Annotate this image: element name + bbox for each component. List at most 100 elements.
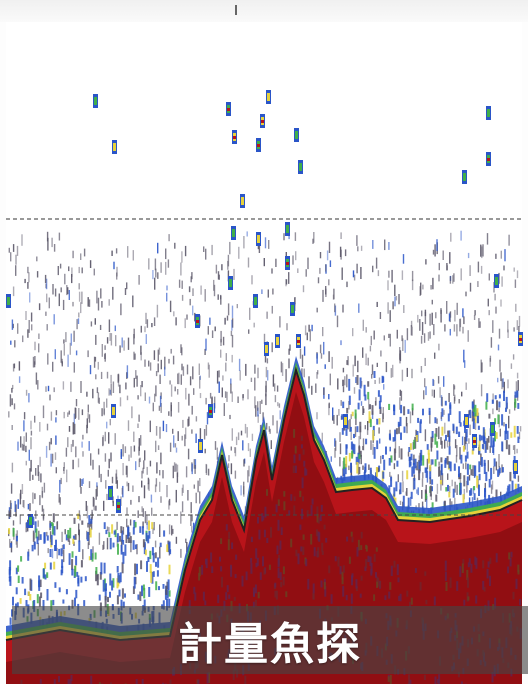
noise-speck [243,236,245,249]
noise-speck [110,374,112,384]
noise-speck [186,364,189,375]
noise-speck [109,419,111,426]
noise-speck [323,388,325,395]
noise-speck [436,483,439,494]
noise-speck [18,376,21,383]
noise-speck [32,530,35,542]
noise-speck [398,446,400,458]
noise-speck [459,478,462,485]
noise-speck [144,359,146,367]
scatter-echo [108,532,111,538]
noise-speck [147,482,149,490]
noise-speck [452,275,454,284]
noise-speck [429,331,431,339]
scatter-echo [72,535,75,540]
scatter-echo [496,400,498,411]
noise-speck [449,312,451,323]
scatter-echo [388,485,391,493]
noise-speck [123,340,125,351]
scatter-echo [395,481,398,492]
noise-speck [137,423,139,428]
noise-speck [366,430,369,435]
noise-speck [158,347,161,355]
noise-speck [126,465,128,478]
scatter-echo [422,455,425,466]
scatter-echo [420,455,422,466]
noise-speck [467,252,470,259]
noise-speck [490,484,493,494]
noise-speck [68,266,70,272]
scatter-echo [121,562,124,574]
fish-echo-peak [487,158,490,161]
noise-speck [429,477,431,485]
caption-bar: 計量魚探 [12,606,528,674]
noise-speck [257,407,259,417]
noise-speck [99,324,102,330]
scatter-echo [121,530,124,542]
noise-speck [12,244,15,252]
noise-speck [370,335,372,346]
noise-speck [259,401,261,414]
scatter-echo [345,428,348,436]
noise-speck [226,315,229,321]
noise-speck [477,261,480,273]
scatter-echo [72,538,75,544]
noise-speck [469,282,472,292]
scatter-echo [400,432,402,440]
noise-speck [504,249,506,262]
noise-speck [356,235,358,246]
noise-speck [52,284,54,295]
noise-speck [148,258,150,270]
noise-speck [95,374,97,380]
noise-speck [421,478,424,487]
noise-speck [188,393,190,406]
noise-speck [75,350,78,356]
noise-speck [454,481,456,493]
noise-speck [454,497,456,511]
noise-speck [155,371,158,377]
scatter-echo [77,513,80,519]
scatter-echo [354,409,357,419]
noise-speck [213,284,216,297]
noise-speck [285,279,288,285]
scatter-echo [112,578,115,588]
noise-speck [497,377,499,383]
noise-speck [388,333,390,338]
noise-speck [513,267,515,272]
scatter-echo [118,589,121,597]
scatter-echo [116,566,119,573]
noise-speck [429,411,431,424]
noise-speck [87,404,89,413]
noise-speck [155,385,157,397]
scatter-echo [52,599,55,606]
noise-speck [247,443,250,452]
scatter-echo [494,395,497,400]
noise-speck [330,456,332,462]
noise-speck [336,414,338,426]
scatter-echo [394,429,397,442]
noise-speck [108,319,111,332]
noise-speck [114,325,116,332]
noise-speck [516,448,518,454]
scatter-echo [145,532,148,542]
noise-speck [248,465,250,477]
noise-speck [60,477,62,485]
scatter-echo [483,459,486,466]
noise-speck [358,436,360,449]
scatter-echo [39,579,42,587]
noise-speck [501,276,503,287]
noise-speck [424,357,426,366]
scatter-echo [342,466,345,477]
noise-speck [126,395,129,401]
scatter-echo [392,437,395,442]
scatter-echo [33,600,36,612]
scatter-echo [152,571,155,577]
noise-speck [257,367,259,379]
scatter-echo [462,494,465,504]
noise-speck [156,304,159,318]
noise-speck [440,412,442,420]
noise-speck [98,397,100,404]
fish-echo-core [265,345,268,353]
noise-speck [124,288,127,295]
noise-speck [25,389,28,396]
